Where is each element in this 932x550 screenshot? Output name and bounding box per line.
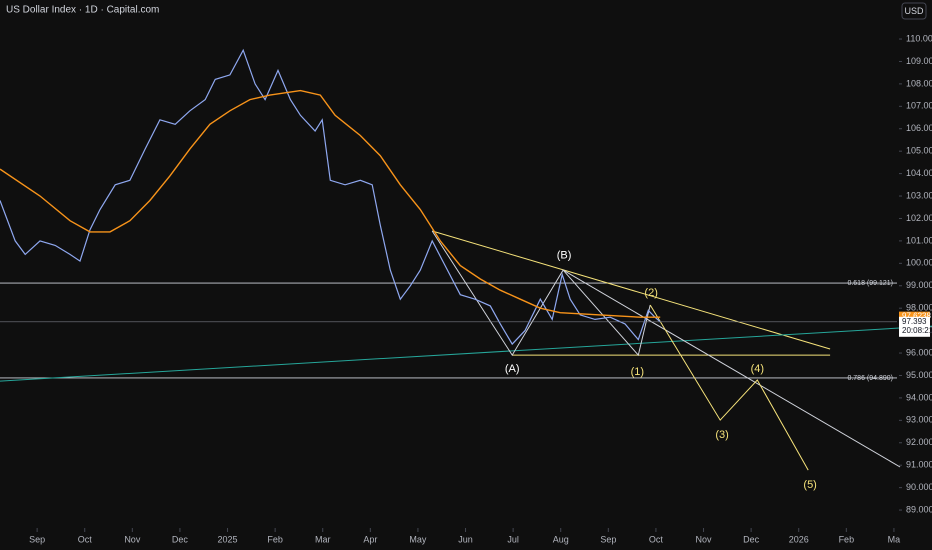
- x-tick-label: Ma: [888, 534, 901, 544]
- y-tick-label: 95.000: [906, 370, 932, 380]
- y-tick-label: 105.000: [906, 146, 932, 156]
- trend-line: [431, 230, 651, 357]
- x-tick-label: Mar: [315, 534, 331, 544]
- x-tick-label: Sep: [29, 534, 45, 544]
- y-tick-label: 92.000: [906, 437, 932, 447]
- trend-line: [649, 304, 809, 471]
- currency-label[interactable]: USD: [904, 6, 924, 16]
- fib-level-label: 0.786 (94.890): [847, 375, 893, 382]
- fib-level-label: 0.618 (99.121): [847, 280, 893, 287]
- wave-label: (3): [715, 429, 728, 441]
- y-tick-label: 90.000: [906, 482, 932, 492]
- y-tick-label: 109.000: [906, 56, 932, 66]
- trend-line: [432, 230, 831, 350]
- x-tick-label: Jul: [507, 534, 519, 544]
- y-tick-label: 107.000: [906, 101, 932, 111]
- x-tick-label: 2025: [218, 534, 238, 544]
- price-label: 97.393: [902, 317, 927, 326]
- y-tick-label: 102.000: [906, 213, 932, 223]
- y-tick-label: 100.000: [906, 258, 932, 268]
- wave-label: (1): [631, 366, 644, 378]
- y-tick-label: 89.000: [906, 504, 932, 514]
- trend-line: [0, 325, 932, 382]
- x-tick-label: Feb: [267, 534, 283, 544]
- wave-label: (5): [803, 479, 816, 491]
- x-tick-label: Nov: [696, 534, 713, 544]
- x-tick-label: Oct: [649, 534, 664, 544]
- price-label: 97.6238: [902, 312, 931, 321]
- x-tick-label: Oct: [78, 534, 93, 544]
- y-tick-label: 93.000: [906, 415, 932, 425]
- x-tick-label: Feb: [839, 534, 855, 544]
- y-tick-label: 99.000: [906, 280, 932, 290]
- price-label-box: [899, 311, 930, 322]
- x-tick-label: Dec: [172, 534, 189, 544]
- x-tick-label: Apr: [363, 534, 377, 544]
- x-tick-label: Dec: [743, 534, 760, 544]
- currency-button[interactable]: [901, 2, 927, 20]
- x-tick-label: 2026: [789, 534, 809, 544]
- x-tick-label: Jun: [458, 534, 473, 544]
- wave-label: (B): [557, 250, 572, 262]
- wave-label: (4): [751, 363, 764, 375]
- y-tick-label: 96.000: [906, 347, 932, 357]
- price-line: [0, 48, 661, 346]
- x-tick-label: Aug: [553, 534, 569, 544]
- y-tick-label: 91.000: [906, 460, 932, 470]
- y-tick-label: 106.000: [906, 123, 932, 133]
- y-tick-label: 104.000: [906, 168, 932, 178]
- chart-title: US Dollar Index · 1D · Capital.com: [6, 5, 159, 16]
- y-tick-label: 101.000: [906, 235, 932, 245]
- wave-label: (A): [505, 363, 520, 375]
- wave-label: (2): [644, 287, 657, 299]
- countdown: 20:08:21: [902, 326, 932, 335]
- price-label-box: [899, 316, 930, 337]
- y-tick-label: 108.000: [906, 78, 932, 88]
- y-tick-label: 110.000: [906, 33, 932, 43]
- y-tick-label: 103.000: [906, 190, 932, 200]
- x-tick-label: Nov: [124, 534, 141, 544]
- y-tick-label: 98.000: [906, 303, 932, 313]
- price-line: [0, 89, 661, 318]
- trend-line: [562, 269, 901, 468]
- y-tick-label: 94.000: [906, 392, 932, 402]
- x-tick-label: Sep: [600, 534, 616, 544]
- x-tick-label: May: [409, 534, 427, 544]
